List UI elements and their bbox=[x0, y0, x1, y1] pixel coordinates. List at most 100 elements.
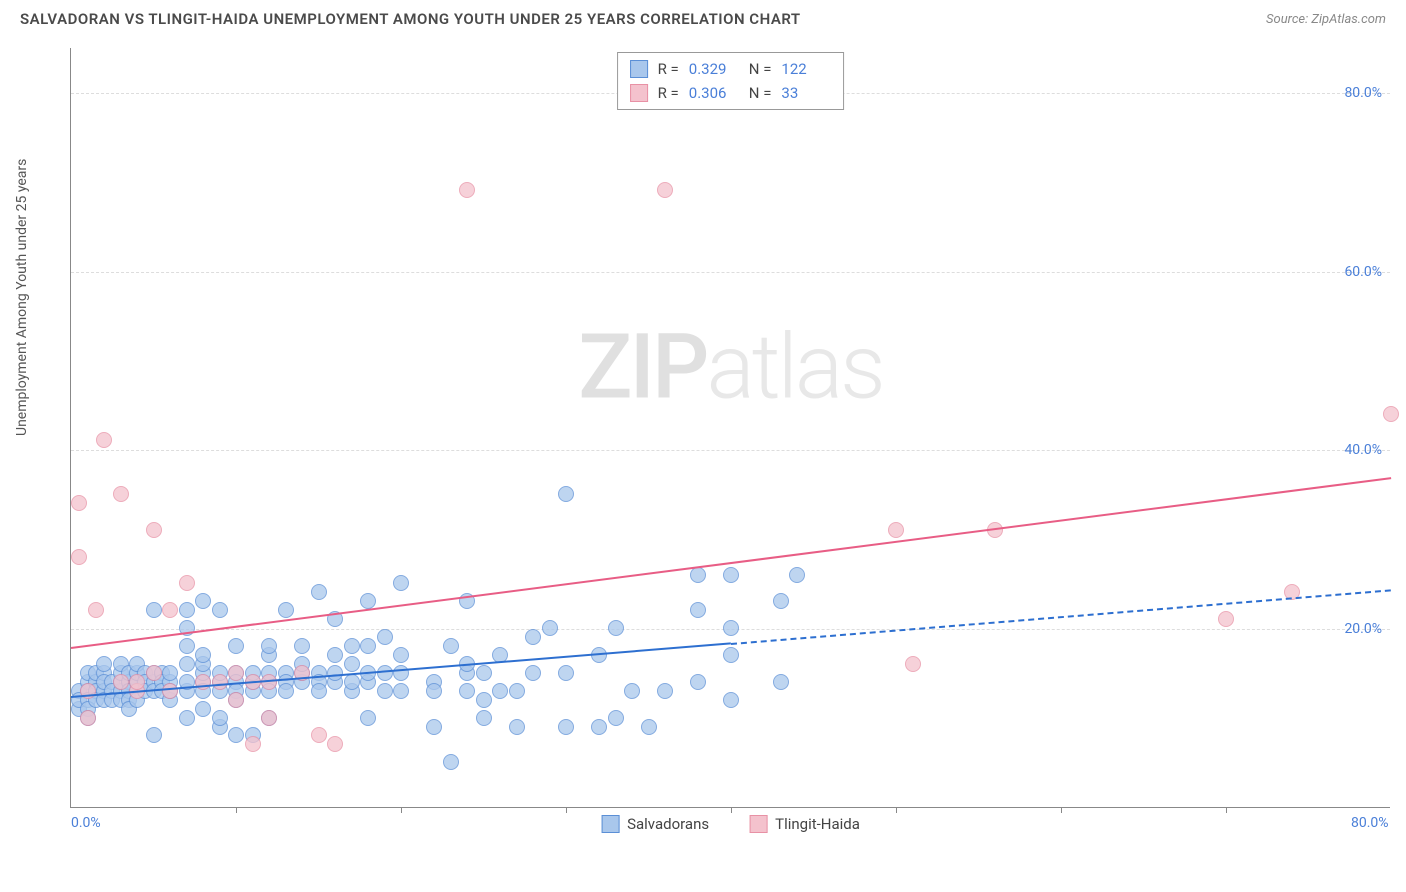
data-point bbox=[393, 683, 409, 699]
data-point bbox=[723, 620, 739, 636]
data-point bbox=[88, 602, 104, 618]
data-point bbox=[212, 674, 228, 690]
data-point bbox=[245, 736, 261, 752]
stat-n-label: N = bbox=[749, 57, 772, 81]
data-point bbox=[608, 620, 624, 636]
x-tick-mark bbox=[731, 807, 732, 813]
source-label: Source: ZipAtlas.com bbox=[1266, 12, 1386, 27]
data-point bbox=[71, 549, 87, 565]
data-point bbox=[377, 683, 393, 699]
legend-swatch bbox=[749, 815, 767, 833]
data-point bbox=[344, 638, 360, 654]
data-point bbox=[542, 620, 558, 636]
y-tick-label: 20.0% bbox=[1344, 621, 1382, 637]
x-tick-mark bbox=[1226, 807, 1227, 813]
data-point bbox=[162, 602, 178, 618]
data-point bbox=[1383, 406, 1399, 422]
stat-r-label: R = bbox=[658, 57, 679, 81]
data-point bbox=[96, 656, 112, 672]
data-point bbox=[179, 656, 195, 672]
legend-swatch bbox=[601, 815, 619, 833]
stat-n-label: N = bbox=[749, 81, 772, 105]
legend-item: Salvadorans bbox=[601, 815, 709, 833]
data-point bbox=[179, 575, 195, 591]
data-point bbox=[558, 486, 574, 502]
data-point bbox=[212, 710, 228, 726]
data-point bbox=[278, 602, 294, 618]
stat-r-label: R = bbox=[658, 81, 679, 105]
data-point bbox=[113, 486, 129, 502]
data-point bbox=[690, 674, 706, 690]
data-point bbox=[360, 710, 376, 726]
data-point bbox=[641, 719, 657, 735]
y-tick-label: 40.0% bbox=[1344, 442, 1382, 458]
watermark-zip: ZIP bbox=[578, 314, 706, 419]
x-tick-label: 0.0% bbox=[71, 815, 101, 831]
data-point bbox=[608, 710, 624, 726]
data-point bbox=[261, 638, 277, 654]
data-point bbox=[393, 647, 409, 663]
data-point bbox=[657, 182, 673, 198]
data-point bbox=[327, 647, 343, 663]
data-point bbox=[492, 683, 508, 699]
y-tick-label: 60.0% bbox=[1344, 264, 1382, 280]
data-point bbox=[294, 638, 310, 654]
y-axis-label: Unemployment Among Youth under 25 years bbox=[14, 159, 30, 436]
stat-r-value: 0.329 bbox=[689, 57, 739, 81]
data-point bbox=[443, 638, 459, 654]
stats-row: R = 0.329 N = 122 bbox=[630, 57, 832, 81]
data-point bbox=[113, 674, 129, 690]
x-tick-mark bbox=[896, 807, 897, 813]
data-point bbox=[377, 629, 393, 645]
data-point bbox=[888, 522, 904, 538]
x-tick-mark bbox=[401, 807, 402, 813]
data-point bbox=[146, 727, 162, 743]
data-point bbox=[146, 522, 162, 538]
data-point bbox=[146, 665, 162, 681]
data-point bbox=[509, 719, 525, 735]
data-point bbox=[723, 567, 739, 583]
legend-label: Tlingit-Haida bbox=[775, 815, 860, 833]
data-point bbox=[195, 647, 211, 663]
data-point bbox=[905, 656, 921, 672]
legend-label: Salvadorans bbox=[627, 815, 709, 833]
data-point bbox=[443, 754, 459, 770]
x-tick-label: 80.0% bbox=[1351, 815, 1389, 831]
data-point bbox=[195, 593, 211, 609]
stat-n-value: 122 bbox=[781, 57, 831, 81]
watermark-atlas: atlas bbox=[706, 314, 882, 419]
data-point bbox=[228, 727, 244, 743]
x-tick-mark bbox=[566, 807, 567, 813]
data-point bbox=[723, 647, 739, 663]
data-point bbox=[459, 182, 475, 198]
stats-row: R =0.306N =33 bbox=[630, 81, 832, 105]
legend-swatch bbox=[630, 84, 648, 102]
trend-line-extrapolated bbox=[731, 589, 1391, 645]
data-point bbox=[261, 710, 277, 726]
data-point bbox=[690, 602, 706, 618]
data-point bbox=[311, 584, 327, 600]
data-point bbox=[212, 602, 228, 618]
watermark: ZIPatlas bbox=[578, 314, 883, 419]
data-point bbox=[789, 567, 805, 583]
data-point bbox=[96, 432, 112, 448]
correlation-stats-box: R = 0.329 N = 122R =0.306N =33 bbox=[617, 52, 845, 110]
data-point bbox=[773, 674, 789, 690]
series-legend: Salvadorans Tlingit-Haida bbox=[601, 815, 860, 833]
data-point bbox=[344, 674, 360, 690]
data-point bbox=[162, 665, 178, 681]
data-point bbox=[393, 575, 409, 591]
x-tick-mark bbox=[236, 807, 237, 813]
data-point bbox=[476, 710, 492, 726]
data-point bbox=[179, 710, 195, 726]
chart-title: SALVADORAN VS TLINGIT-HAIDA UNEMPLOYMENT… bbox=[20, 10, 801, 28]
data-point bbox=[509, 683, 525, 699]
data-point bbox=[71, 495, 87, 511]
data-point bbox=[657, 683, 673, 699]
data-point bbox=[228, 665, 244, 681]
data-point bbox=[426, 683, 442, 699]
data-point bbox=[558, 665, 574, 681]
x-tick-mark bbox=[1061, 807, 1062, 813]
data-point bbox=[228, 638, 244, 654]
gridline bbox=[71, 272, 1390, 273]
